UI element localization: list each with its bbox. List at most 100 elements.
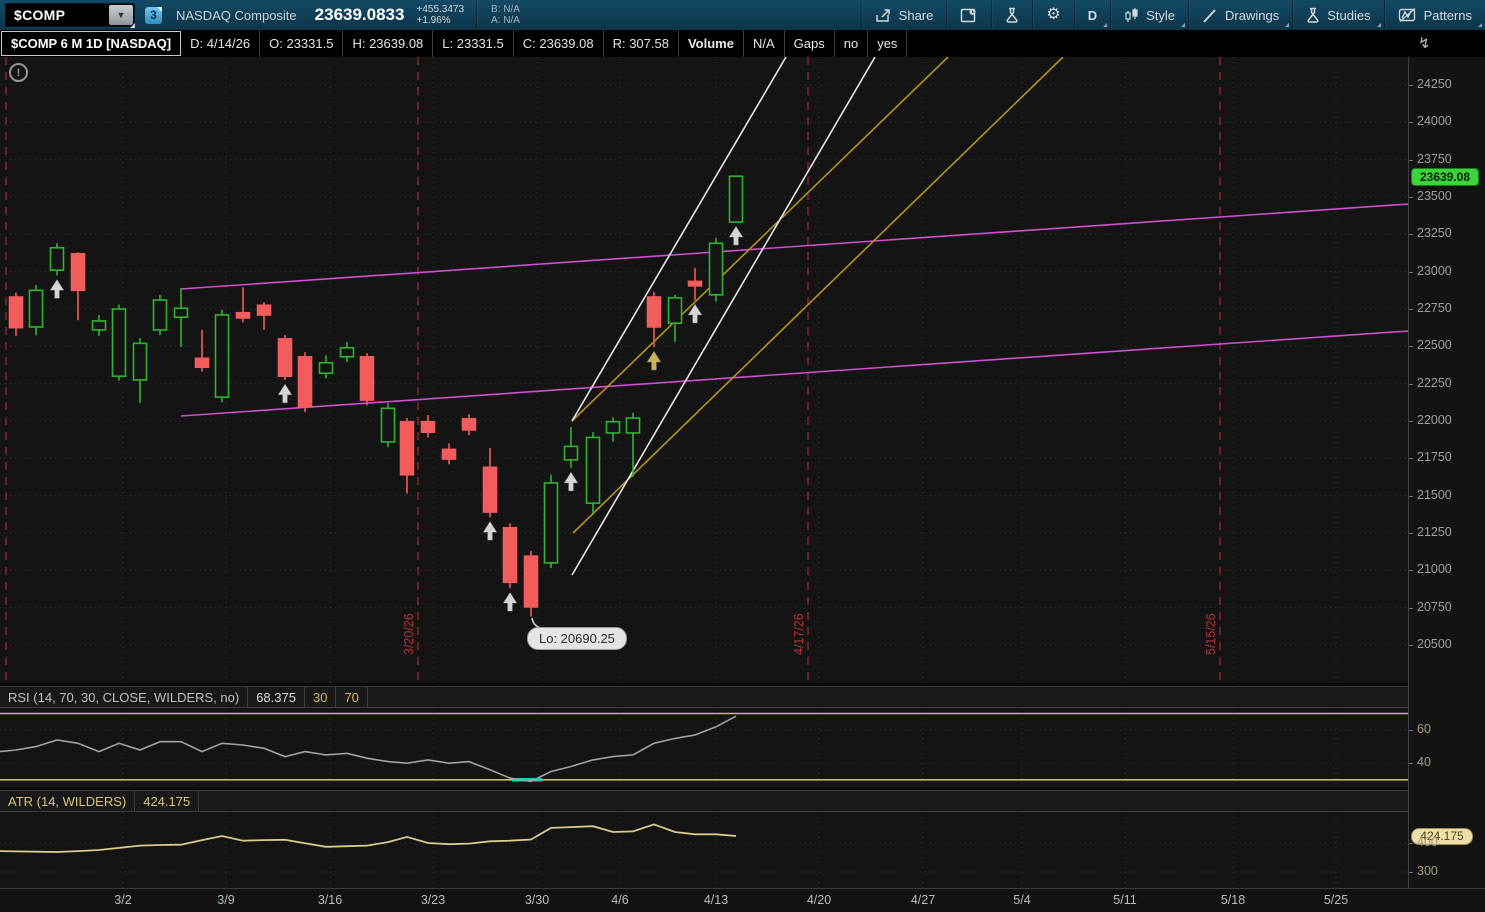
candle-body[interactable] <box>728 175 744 223</box>
axis-tick <box>1409 383 1413 385</box>
candle-body[interactable] <box>256 304 272 316</box>
linked-group-badge[interactable]: 3 <box>145 6 162 24</box>
candle-body[interactable] <box>132 342 148 381</box>
rsi-line <box>0 715 737 783</box>
candle-body[interactable] <box>339 347 355 358</box>
header-open: O: 23331.5 <box>260 30 344 57</box>
trendline-white[interactable] <box>571 57 876 576</box>
candle-body[interactable] <box>646 296 662 328</box>
time-axis-label: 5/11 <box>1113 893 1137 907</box>
candle-body[interactable] <box>543 482 559 564</box>
candlesticks[interactable] <box>8 175 744 617</box>
time-axis-label: 5/4 <box>1013 893 1031 907</box>
candle-body[interactable] <box>482 466 498 513</box>
candle-body[interactable] <box>91 320 107 331</box>
divider <box>476 0 478 30</box>
patterns-button[interactable]: Patterns <box>1383 0 1485 30</box>
candle-body[interactable] <box>194 357 210 369</box>
candle-body[interactable] <box>380 407 396 443</box>
time-axis-label: 4/6 <box>611 893 629 907</box>
candle-body[interactable] <box>687 280 703 287</box>
gaps-no-toggle[interactable]: no <box>835 30 869 57</box>
candle-body[interactable] <box>420 420 436 433</box>
pattern-arrow <box>49 278 65 299</box>
trendline-magenta[interactable] <box>180 330 1408 417</box>
volume-label[interactable]: Volume <box>679 30 744 57</box>
candle-body[interactable] <box>70 252 86 292</box>
trendline-yellow[interactable] <box>571 57 949 422</box>
axis-tick <box>1409 85 1413 86</box>
settings-button[interactable]: ⚙ <box>1032 0 1073 30</box>
header-high: H: 23639.08 <box>343 30 434 57</box>
alerts-button[interactable] <box>946 0 991 30</box>
candle-body[interactable] <box>214 314 230 398</box>
quick-study-button[interactable] <box>991 0 1032 30</box>
chart-title[interactable]: $COMP 6 M 1D [NASDAQ] <box>1 31 182 56</box>
candle-body[interactable] <box>461 417 477 431</box>
candle-body[interactable] <box>625 417 641 434</box>
header-date: D: 4/14/26 <box>181 30 261 57</box>
price-pane[interactable]: 3/20/26 4/17/26 5/15/26 <box>0 57 1408 683</box>
axis-label: 20500 <box>1417 636 1452 651</box>
calendar-clock-icon <box>961 8 976 22</box>
time-axis-label: 4/20 <box>806 893 832 907</box>
candle-body[interactable] <box>605 420 621 434</box>
candle-body[interactable] <box>667 296 683 324</box>
time-axis[interactable]: 3/2 3/9 3/16 3/23 3/30 4/6 4/13 4/20 4/27 5/4 5/11… <box>0 888 1485 912</box>
axis-tick <box>1409 872 1413 873</box>
candle-body[interactable] <box>523 555 539 608</box>
warning-icon[interactable]: ! <box>9 63 28 82</box>
drawings-button[interactable]: Drawings <box>1188 0 1292 30</box>
candlestick-style-icon <box>1125 8 1138 22</box>
gaps-yes-toggle[interactable]: yes <box>868 30 908 57</box>
candle-body[interactable] <box>49 246 65 271</box>
candle-body[interactable] <box>235 311 251 319</box>
axis-label: 22250 <box>1417 375 1452 390</box>
atr-line <box>0 823 737 853</box>
trendline-white[interactable] <box>571 57 787 422</box>
share-button[interactable]: Share <box>860 0 947 30</box>
share-label: Share <box>898 7 934 23</box>
price-axis-column[interactable]: 23639.08 424.175 24250 24000 23750 23500 232… <box>1408 57 1485 888</box>
rsi-pane[interactable] <box>0 708 1408 788</box>
symbol-input[interactable]: $COMP ▼ <box>5 3 135 28</box>
candle-body[interactable] <box>441 448 457 460</box>
candle-body[interactable] <box>502 526 518 584</box>
axis-label: 21750 <box>1417 450 1452 465</box>
candle-body[interactable] <box>318 361 334 375</box>
candle-body[interactable] <box>399 420 415 476</box>
atr-label[interactable]: ATR (14, WILDERS) <box>0 791 136 811</box>
candle-body[interactable] <box>152 299 168 331</box>
trendline-yellow[interactable] <box>572 57 1064 534</box>
last-price: 23639.0833 <box>314 5 405 24</box>
candle-body[interactable] <box>28 289 44 328</box>
candle-body[interactable] <box>173 307 189 319</box>
time-axis-label: 3/9 <box>217 893 235 907</box>
axis-label: 21500 <box>1417 487 1452 502</box>
studies-button[interactable]: Studies <box>1292 0 1383 30</box>
event-date-label: 4/17/26 <box>792 613 806 655</box>
atr-pane[interactable] <box>0 812 1408 888</box>
symbol-dropdown-button[interactable]: ▼ <box>109 5 133 25</box>
axis-tick <box>1409 458 1413 460</box>
candle-body[interactable] <box>297 355 313 408</box>
bid-value: B: N/A <box>491 4 520 15</box>
rsi-overbought-level: 70 <box>336 687 368 707</box>
chart-header-bar: $COMP 6 M 1D [NASDAQ] D: 4/14/26 O: 2333… <box>0 30 1485 57</box>
style-button[interactable]: Style <box>1110 0 1188 30</box>
candle-body[interactable] <box>359 355 375 401</box>
quick-chart-flash-icon[interactable]: ↯ <box>1418 35 1431 52</box>
candle-body[interactable] <box>8 296 24 329</box>
timeframe-button[interactable]: D <box>1073 0 1110 30</box>
candle-body[interactable] <box>111 308 127 377</box>
candle-body[interactable] <box>585 436 601 504</box>
candle-body[interactable] <box>563 445 579 461</box>
rsi-label[interactable]: RSI (14, 70, 30, CLOSE, WILDERS, no) <box>0 687 249 707</box>
time-axis-label: 5/25 <box>1323 893 1349 907</box>
axis-tick <box>1409 843 1413 844</box>
candle-body[interactable] <box>708 242 724 296</box>
trendline-magenta[interactable] <box>180 203 1408 290</box>
symbol-value[interactable]: $COMP <box>14 7 66 23</box>
bid-ask: B: N/A A: N/A <box>491 4 520 26</box>
candle-body[interactable] <box>277 338 293 377</box>
